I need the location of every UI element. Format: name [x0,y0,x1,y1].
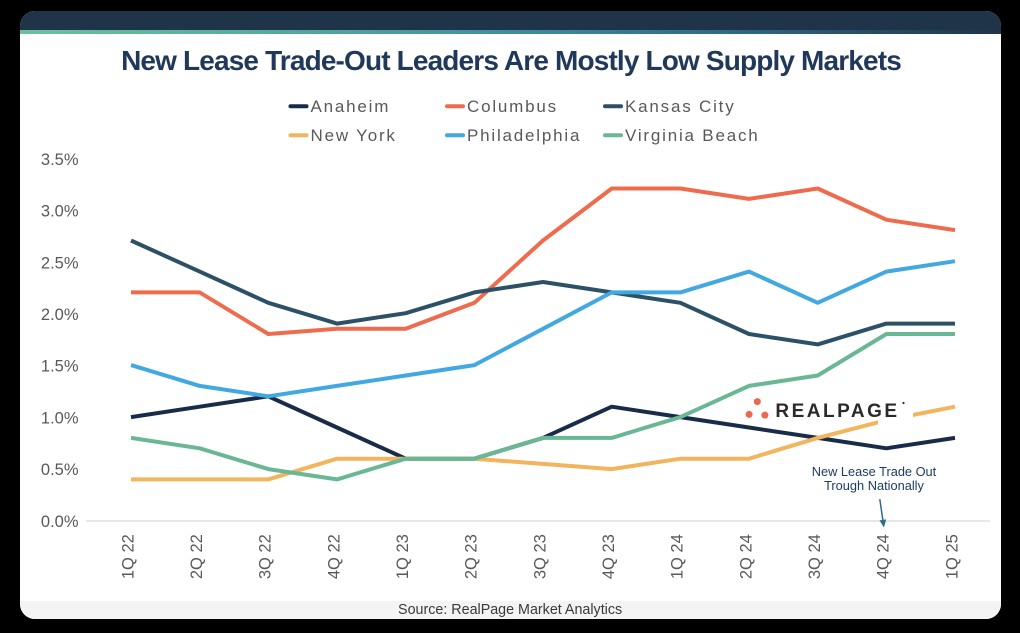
svg-text:0.0%: 0.0% [41,513,79,531]
svg-text:2.5%: 2.5% [41,254,79,272]
svg-text:3.5%: 3.5% [41,151,79,169]
svg-text:Kansas City: Kansas City [625,97,736,116]
svg-text:3.0%: 3.0% [41,203,79,221]
svg-text:2Q 22: 2Q 22 [188,534,206,579]
svg-text:New Lease Trade-Out Leaders Ar: New Lease Trade-Out Leaders Are Mostly L… [121,45,901,76]
svg-text:3Q 24: 3Q 24 [806,534,824,579]
svg-text:1Q 25: 1Q 25 [943,534,961,579]
svg-text:3Q 23: 3Q 23 [531,534,549,579]
svg-text:1Q 22: 1Q 22 [119,534,137,579]
svg-text:2Q 24: 2Q 24 [737,534,755,579]
svg-text:4Q 24: 4Q 24 [875,534,893,579]
svg-text:2Q 23: 2Q 23 [463,534,481,579]
svg-text:1Q 24: 1Q 24 [669,534,687,579]
svg-text:REALPAGE: REALPAGE [775,401,899,422]
svg-text:3Q 22: 3Q 22 [257,534,275,579]
svg-text:1.5%: 1.5% [41,358,79,376]
svg-text:2.0%: 2.0% [41,306,79,324]
svg-text:Trough Nationally: Trough Nationally [824,478,924,493]
svg-text:0.5%: 0.5% [41,461,79,479]
svg-text:New Lease Trade Out: New Lease Trade Out [812,464,937,479]
svg-text:1Q 23: 1Q 23 [394,534,412,579]
svg-text:Anaheim: Anaheim [311,97,391,116]
svg-text:1.0%: 1.0% [41,409,79,427]
svg-text:Virginia Beach: Virginia Beach [625,126,760,145]
svg-text:4Q 23: 4Q 23 [600,534,618,579]
svg-text:4Q 22: 4Q 22 [325,534,343,579]
svg-text:Philadelphia: Philadelphia [467,126,581,145]
svg-text:New York: New York [311,126,397,145]
svg-text:Columbus: Columbus [467,97,558,116]
